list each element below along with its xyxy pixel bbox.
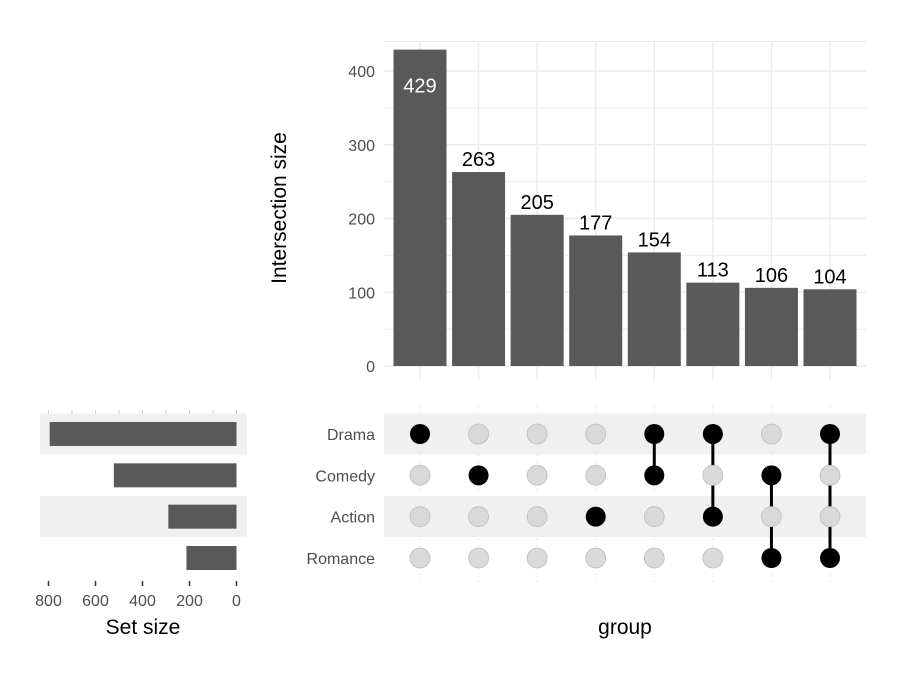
- intersection-bar: [452, 172, 506, 366]
- membership-dot-inactive: [468, 547, 489, 569]
- membership-dot-inactive: [526, 547, 548, 569]
- membership-dot-inactive: [585, 547, 607, 569]
- set-name-label: Romance: [307, 551, 376, 568]
- intersection-bar: [627, 252, 681, 366]
- membership-dot-active: [702, 424, 723, 444]
- y-axis-title: Intersection size: [268, 132, 291, 284]
- bar-value-label: 113: [697, 260, 729, 282]
- membership-dot-inactive: [526, 506, 548, 528]
- set-size-bar: [186, 546, 237, 570]
- membership-dot-active: [644, 465, 665, 486]
- membership-matrix: [409, 423, 841, 569]
- y-tick-label: 0: [366, 359, 375, 376]
- intersection-bar: [744, 287, 798, 366]
- membership-dot-active: [820, 424, 840, 444]
- bar-value-label: 106: [755, 265, 788, 287]
- y-tick-label: 200: [348, 212, 375, 229]
- matrix-stripes: [40, 413, 866, 538]
- intersection-bar: [510, 214, 564, 366]
- intersection-bars: 429 263 205 177 154 113 106 104: [393, 49, 857, 367]
- membership-dot-active: [644, 424, 665, 444]
- bar-value-label: 429: [403, 76, 436, 98]
- membership-dot-active: [761, 465, 782, 486]
- membership-dot-inactive: [761, 506, 782, 528]
- intersection-bar: [803, 289, 857, 366]
- intersection-bar: [569, 235, 623, 366]
- membership-dot-inactive: [526, 464, 548, 486]
- y-tick-label: 100: [348, 285, 375, 302]
- membership-dot-active: [410, 424, 430, 444]
- set-size-bar: [113, 463, 237, 488]
- membership-dot-inactive: [819, 506, 841, 528]
- set-size-axis-title: Set size: [106, 616, 181, 639]
- membership-dot-inactive: [585, 464, 607, 486]
- y-tick-label: 400: [348, 64, 375, 81]
- set-name-label: Comedy: [315, 468, 375, 485]
- bar-value-label: 263: [462, 149, 495, 171]
- membership-dot-inactive: [585, 423, 607, 445]
- set-size-tick-label: 0: [232, 593, 241, 610]
- tick-labels: 0 100 200 300 400 Drama Comedy Action Romance 800…: [35, 64, 375, 610]
- y-tick-label: 300: [348, 138, 375, 155]
- membership-dot-inactive: [819, 464, 841, 486]
- set-size-tick-label: 200: [176, 593, 203, 610]
- set-size-tick-label: 800: [35, 593, 62, 610]
- membership-dot-inactive: [526, 423, 548, 445]
- membership-dot-inactive: [468, 506, 489, 528]
- set-size-tick-label: 400: [129, 593, 156, 610]
- membership-dot-inactive: [409, 547, 431, 569]
- membership-dot-inactive: [409, 506, 431, 528]
- membership-dot-active: [585, 506, 606, 527]
- membership-dot-active: [820, 548, 840, 568]
- set-name-label: Action: [331, 510, 375, 527]
- matrix-stripe: [384, 496, 866, 538]
- membership-dot-active: [702, 506, 723, 527]
- bar-value-label: 205: [520, 192, 553, 214]
- membership-dot-inactive: [702, 547, 724, 569]
- matrix-stripe: [384, 413, 866, 455]
- membership-dot-inactive: [643, 506, 665, 528]
- membership-dot-inactive: [409, 464, 431, 486]
- intersection-bar: [393, 49, 447, 367]
- membership-dot-active: [761, 548, 782, 568]
- membership-dot-active: [468, 465, 489, 486]
- membership-dot-inactive: [702, 464, 724, 486]
- set-size-tick-label: 600: [82, 593, 109, 610]
- set-name-label: Drama: [327, 427, 375, 444]
- bar-value-label: 177: [579, 212, 612, 234]
- set-size-bar: [49, 422, 237, 446]
- set-size-bar: [168, 504, 237, 529]
- intersection-bar: [686, 282, 740, 366]
- membership-dot-inactive: [761, 423, 782, 445]
- bar-value-label: 154: [638, 229, 671, 251]
- x-axis-title: group: [598, 616, 652, 639]
- membership-dot-inactive: [468, 423, 489, 445]
- bar-value-label: 104: [813, 266, 846, 288]
- set-size-bars: [49, 422, 237, 570]
- membership-dot-inactive: [643, 547, 665, 569]
